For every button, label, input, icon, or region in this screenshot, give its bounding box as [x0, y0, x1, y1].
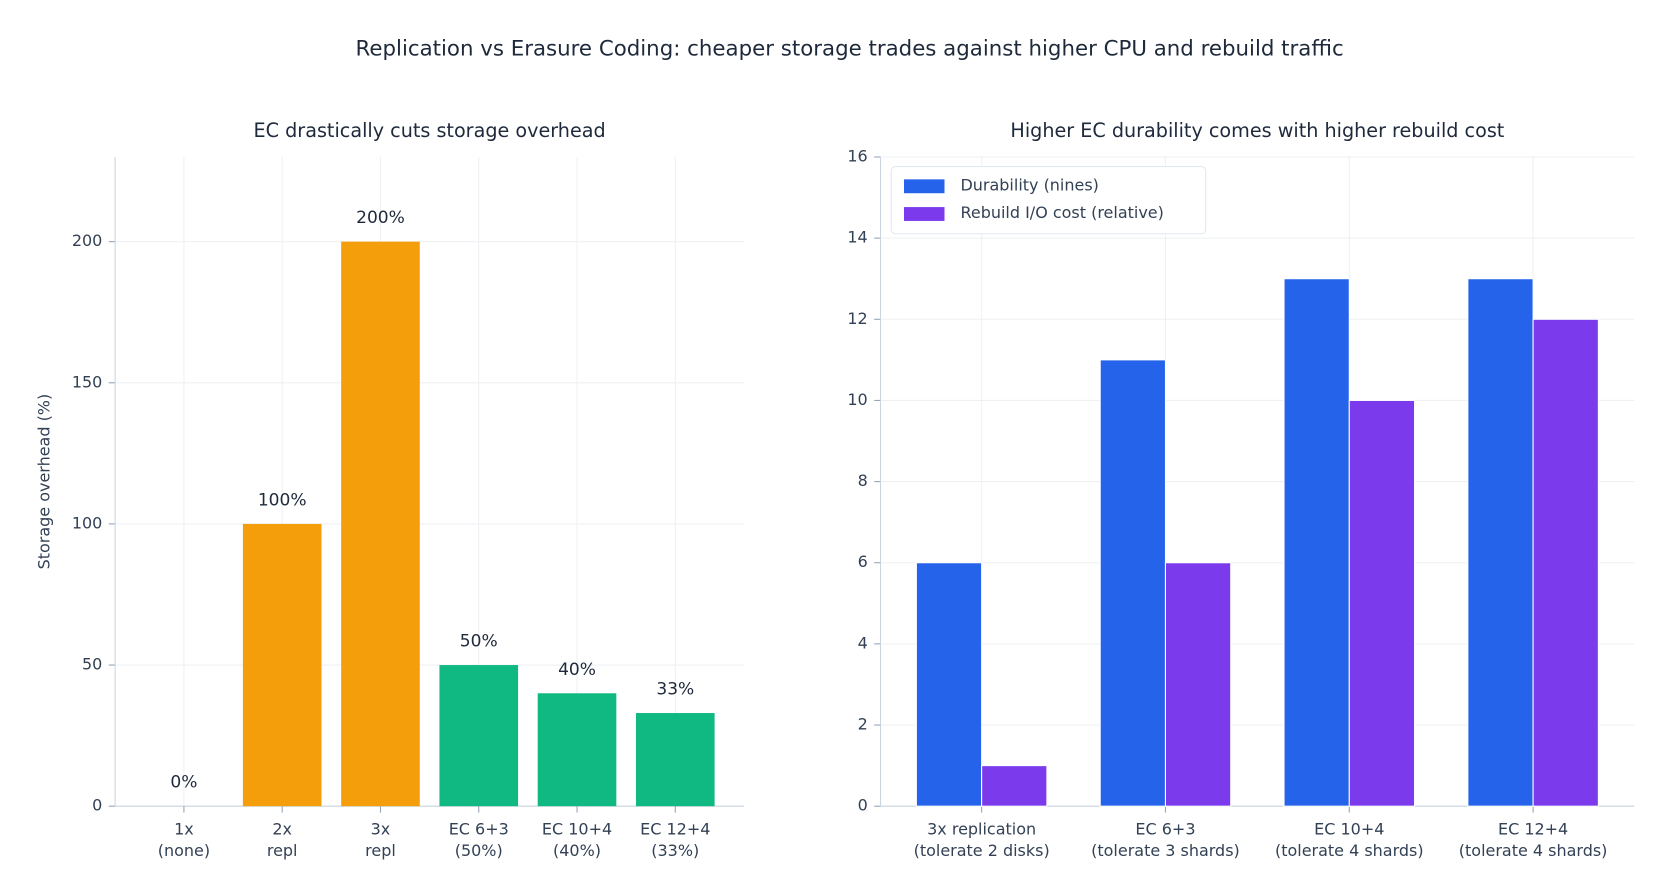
- y-tick-label: 16: [847, 146, 867, 165]
- x-tick-line: EC 6+3: [1135, 819, 1195, 838]
- bar: [439, 665, 519, 807]
- y-tick-label: 50: [82, 655, 102, 674]
- y-axis-label: Storage overhead (%): [34, 394, 53, 570]
- bar: [537, 693, 617, 807]
- x-tick-line: EC 10+4: [1314, 819, 1384, 838]
- bar: [1283, 278, 1350, 807]
- bar: [1164, 562, 1232, 807]
- legend-label: Rebuild I/O cost (relative): [960, 203, 1163, 222]
- figure-title: Replication vs Erasure Coding: cheaper s…: [356, 36, 1344, 61]
- x-tick-label: EC 6+3 (50%): [449, 819, 509, 859]
- x-tick-label: EC 10+4 (tolerate 4 shards): [1275, 819, 1424, 859]
- value-label: 0%: [170, 773, 197, 793]
- x-tick-line: (tolerate 4 shards): [1275, 840, 1424, 859]
- chart-title: EC drastically cuts storage overhead: [254, 119, 606, 142]
- y-tick-label: 150: [72, 372, 103, 391]
- x-tick-line: (none): [158, 840, 210, 859]
- bar: [1099, 359, 1166, 807]
- value-label: 200%: [356, 208, 405, 228]
- bar: [1348, 399, 1416, 807]
- y-tick-label: 0: [92, 796, 102, 815]
- y-tick-label: 200: [72, 231, 103, 250]
- x-tick-line: 3x: [371, 819, 391, 838]
- x-tick-label: EC 12+4 (tolerate 4 shards): [1459, 819, 1608, 859]
- chart-title: Higher EC durability comes with higher r…: [1010, 119, 1504, 142]
- x-tick-line: EC 10+4: [542, 819, 612, 838]
- x-tick-line: 1x: [174, 819, 194, 838]
- legend-swatch: [903, 179, 945, 194]
- bar: [1467, 278, 1534, 807]
- y-tick-label: 14: [847, 228, 867, 247]
- value-label: 33%: [656, 680, 694, 700]
- x-tick-line: (tolerate 4 shards): [1459, 840, 1608, 859]
- x-tick-line: (33%): [651, 840, 699, 859]
- x-tick-label: EC 10+4 (40%): [542, 819, 612, 859]
- x-tick-line: repl: [267, 840, 298, 859]
- legend-box: [890, 166, 1207, 235]
- x-tick-label: EC 12+4 (33%): [640, 819, 710, 859]
- y-tick-label: 10: [847, 390, 867, 409]
- y-tick-label: 12: [847, 309, 867, 328]
- bar: [981, 765, 1048, 807]
- y-tick-label: 8: [858, 471, 868, 490]
- x-tick-line: (50%): [455, 840, 503, 859]
- x-tick-line: EC 12+4: [640, 819, 710, 838]
- x-tick-line: repl: [365, 840, 396, 859]
- value-label: 50%: [460, 632, 498, 652]
- bar: [242, 523, 322, 807]
- y-tick-label: 100: [72, 513, 103, 532]
- value-label: 100%: [258, 490, 307, 510]
- x-tick-label: 3x replication (tolerate 2 disks): [914, 819, 1050, 859]
- legend-label: Durability (nines): [960, 175, 1098, 194]
- y-tick-label: 6: [858, 552, 868, 571]
- x-tick-line: 2x: [272, 819, 292, 838]
- bar: [1532, 318, 1599, 807]
- y-tick-label: 2: [858, 715, 868, 734]
- x-tick-line: EC 12+4: [1498, 819, 1568, 838]
- x-tick-line: (tolerate 2 disks): [914, 840, 1050, 859]
- x-tick-line: (40%): [553, 840, 601, 859]
- x-tick-line: 3x replication: [927, 819, 1036, 838]
- y-tick-label: 4: [858, 633, 868, 652]
- x-tick-label: 3x repl: [365, 819, 396, 859]
- bar: [915, 562, 983, 807]
- x-tick-line: (tolerate 3 shards): [1091, 840, 1240, 859]
- legend-swatch: [903, 207, 945, 221]
- bar: [635, 713, 715, 807]
- x-tick-label: 2x repl: [267, 819, 298, 859]
- x-tick-label: EC 6+3 (tolerate 3 shards): [1091, 819, 1240, 859]
- y-tick-label: 0: [858, 796, 868, 815]
- bar: [341, 241, 420, 807]
- x-tick-label: 1x (none): [158, 819, 210, 859]
- value-label: 40%: [558, 660, 596, 680]
- x-tick-line: EC 6+3: [449, 819, 509, 838]
